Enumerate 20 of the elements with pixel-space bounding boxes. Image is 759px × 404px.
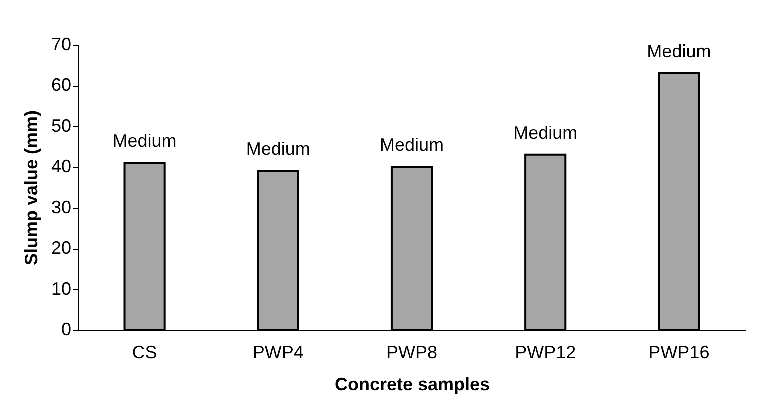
y-tick-label: 30: [51, 197, 72, 218]
data-label: Medium: [514, 122, 578, 143]
x-tick-label: PWP12: [515, 342, 576, 362]
y-tick-label: 20: [51, 238, 72, 258]
y-tick-label: 40: [51, 156, 72, 177]
x-tick-label: PWP4: [252, 342, 304, 362]
data-label: Medium: [647, 42, 712, 62]
x-axis-title: Concrete samples: [334, 374, 490, 394]
x-tick-label: PWP16: [648, 342, 710, 362]
y-tick-label: 0: [61, 320, 72, 340]
x-tick-label: CS: [132, 342, 158, 362]
y-tick-label: 10: [51, 278, 72, 299]
y-tick-label: 70: [51, 34, 72, 54]
data-label: Medium: [246, 139, 310, 160]
data-label: Medium: [112, 131, 177, 152]
y-tick-label: 50: [51, 116, 72, 136]
y-tick-label: 60: [51, 75, 72, 96]
data-label: Medium: [380, 135, 444, 156]
y-axis-title: Slump value (mm): [21, 110, 42, 266]
x-tick-label: PWP8: [386, 342, 438, 362]
